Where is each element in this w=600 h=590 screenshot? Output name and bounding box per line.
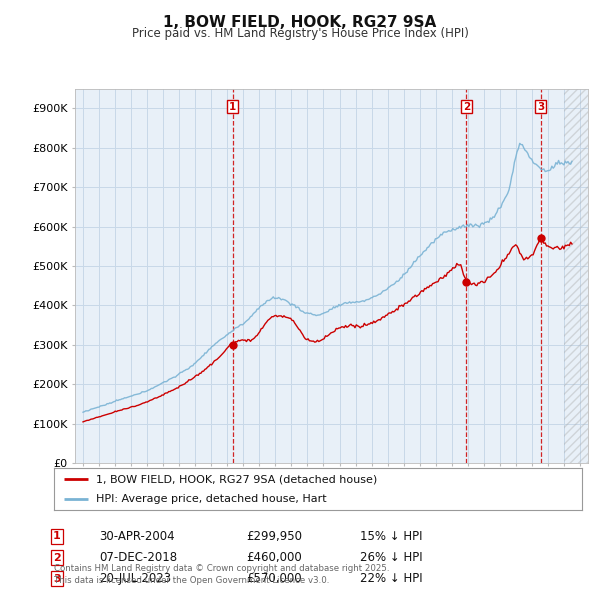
Text: 26% ↓ HPI: 26% ↓ HPI <box>360 551 422 564</box>
Text: HPI: Average price, detached house, Hart: HPI: Average price, detached house, Hart <box>96 494 327 504</box>
Bar <box>564 88 588 463</box>
Text: 30-APR-2004: 30-APR-2004 <box>99 530 175 543</box>
Text: 22% ↓ HPI: 22% ↓ HPI <box>360 572 422 585</box>
Text: Contains HM Land Registry data © Crown copyright and database right 2025.
This d: Contains HM Land Registry data © Crown c… <box>54 565 389 585</box>
Text: 3: 3 <box>53 574 61 584</box>
Text: 1, BOW FIELD, HOOK, RG27 9SA (detached house): 1, BOW FIELD, HOOK, RG27 9SA (detached h… <box>96 474 377 484</box>
Text: 20-JUL-2023: 20-JUL-2023 <box>99 572 171 585</box>
Text: 07-DEC-2018: 07-DEC-2018 <box>99 551 177 564</box>
Text: 1, BOW FIELD, HOOK, RG27 9SA: 1, BOW FIELD, HOOK, RG27 9SA <box>163 15 437 30</box>
Text: 1: 1 <box>229 101 236 112</box>
Text: 15% ↓ HPI: 15% ↓ HPI <box>360 530 422 543</box>
Text: £570,000: £570,000 <box>246 572 302 585</box>
Text: Price paid vs. HM Land Registry's House Price Index (HPI): Price paid vs. HM Land Registry's House … <box>131 27 469 40</box>
Text: £299,950: £299,950 <box>246 530 302 543</box>
Text: 2: 2 <box>53 553 61 562</box>
Text: 2: 2 <box>463 101 470 112</box>
Text: 1: 1 <box>53 532 61 541</box>
Text: 3: 3 <box>537 101 544 112</box>
Text: £460,000: £460,000 <box>246 551 302 564</box>
